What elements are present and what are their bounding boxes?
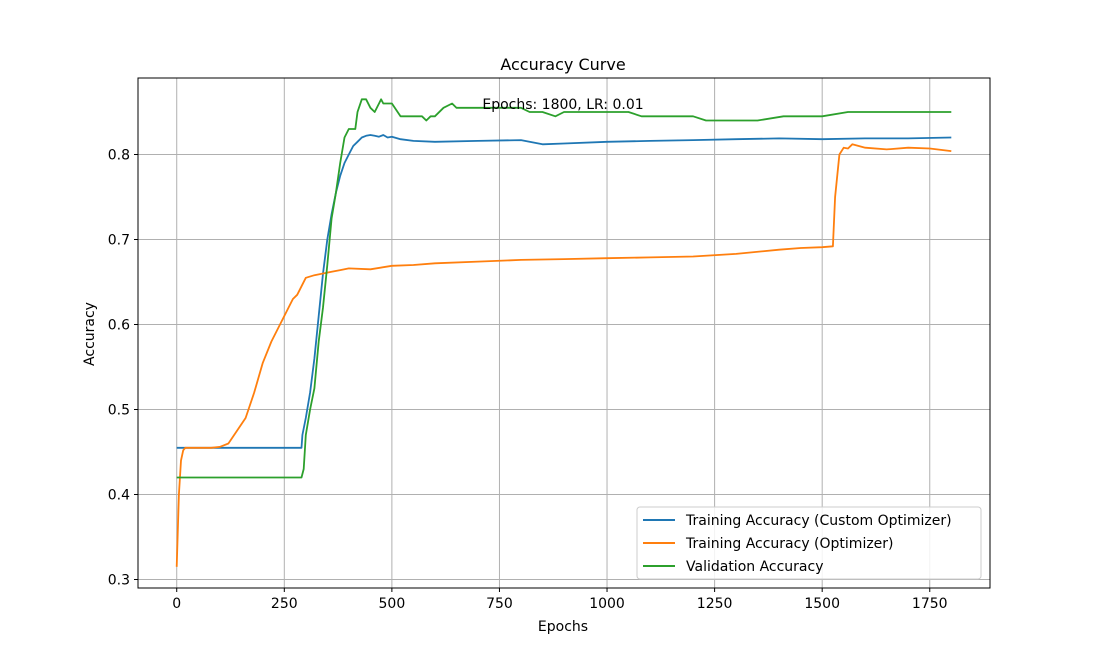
x-tick-label: 500 xyxy=(379,596,406,612)
y-tick-label: 0.4 xyxy=(108,488,130,504)
x-tick-label: 250 xyxy=(271,596,298,612)
legend: Training Accuracy (Custom Optimizer) Trai… xyxy=(636,506,982,580)
legend-label: Training Accuracy (Optimizer) xyxy=(685,536,894,552)
y-tick-label: 0.3 xyxy=(108,573,130,589)
x-tick-label: 1500 xyxy=(804,596,840,612)
series-line-1 xyxy=(176,134,952,449)
x-axis-label: Epochs xyxy=(538,619,588,635)
y-axis-ticks: 0.3 0.4 0.5 0.6 0.7 0.8 xyxy=(108,148,138,589)
x-axis-ticks: 0 250 500 750 1000 1250 1500 1750 xyxy=(172,588,948,612)
x-tick-label: 0 xyxy=(172,596,181,612)
y-tick-label: 0.5 xyxy=(108,403,130,419)
series-line-2 xyxy=(175,143,952,567)
y-tick-label: 0.8 xyxy=(108,148,130,164)
y-tick-label: 0.7 xyxy=(108,233,130,249)
x-tick-label: 1250 xyxy=(697,596,733,612)
chart-title: Accuracy Curve xyxy=(500,55,625,74)
series-lines xyxy=(175,98,952,567)
legend-label: Training Accuracy (Custom Optimizer) xyxy=(685,513,952,529)
legend-label: Validation Accuracy xyxy=(686,559,824,575)
axes-frame xyxy=(137,77,991,589)
x-tick-label: 1000 xyxy=(589,596,625,612)
y-tick-label: 0.6 xyxy=(108,318,130,334)
x-tick-label: 750 xyxy=(486,596,513,612)
series-line-3 xyxy=(176,98,952,479)
grid-lines xyxy=(138,78,990,588)
x-tick-label: 1750 xyxy=(912,596,948,612)
legend-box xyxy=(636,506,982,580)
chart-annotation: Epochs: 1800, LR: 0.01 xyxy=(482,97,643,113)
y-axis-label: Accuracy xyxy=(82,302,98,366)
